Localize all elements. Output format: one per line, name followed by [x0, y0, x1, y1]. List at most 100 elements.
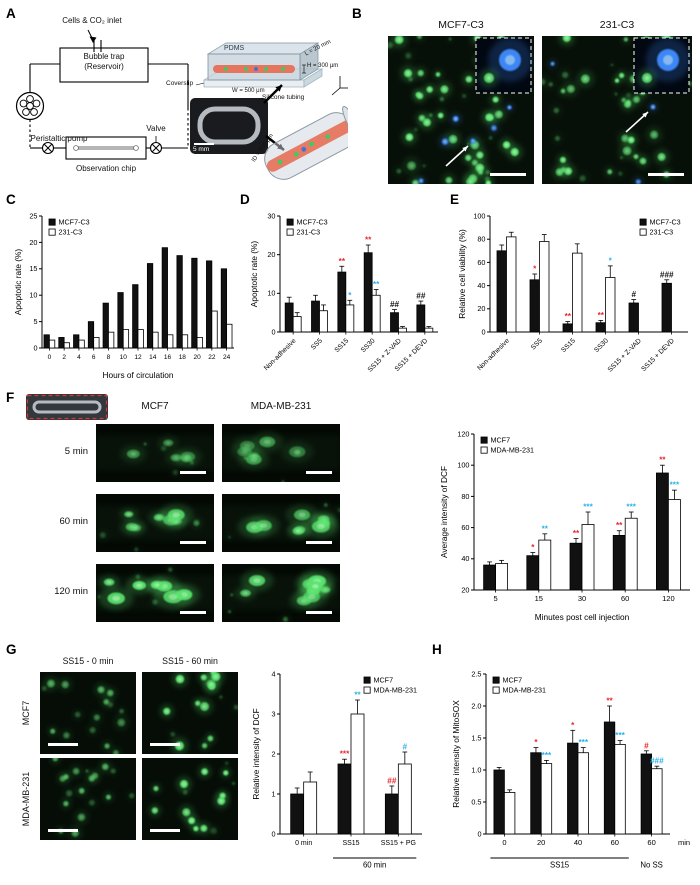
svg-text:SS30: SS30 — [360, 337, 377, 354]
svg-text:14: 14 — [149, 354, 157, 361]
panel-e-label: E — [450, 192, 460, 207]
svg-text:60: 60 — [611, 838, 619, 847]
svg-text:0 min: 0 min — [295, 840, 312, 847]
svg-text:**: ** — [339, 257, 346, 266]
row-label-5min: 5 min — [64, 446, 88, 457]
svg-text:231-C3: 231-C3 — [650, 228, 674, 237]
svg-text:60: 60 — [461, 523, 469, 532]
svg-text:**: ** — [373, 280, 380, 289]
column-title-mda-mb-231: MDA-MB-231 — [250, 401, 312, 412]
micrograph-231-c3 — [542, 36, 692, 184]
svg-text:0: 0 — [481, 327, 485, 336]
svg-text:2: 2 — [62, 354, 66, 361]
imgG21-svg — [40, 758, 136, 840]
svg-text:10: 10 — [120, 354, 128, 361]
panel-h-label: H — [432, 642, 442, 657]
svg-text:10: 10 — [267, 289, 275, 298]
svg-text:**: ** — [598, 311, 605, 320]
row-label-120min: 120 min — [54, 586, 88, 597]
chart-mitosox-intensity: 0 0.5 1.0 1.5 2.0 2.5 Relative intensity of Mi… — [450, 658, 696, 880]
svg-text:Non-adhesive: Non-adhesive — [263, 337, 298, 372]
svg-text:SS15 + PG: SS15 + PG — [381, 840, 416, 847]
svg-text:231-C3: 231-C3 — [59, 228, 83, 237]
label-valve: Valve — [146, 124, 166, 133]
svg-text:15: 15 — [535, 594, 543, 603]
svg-text:SS5: SS5 — [310, 337, 324, 351]
svg-text:0.5: 0.5 — [471, 797, 481, 806]
svg-text:MDA-MB-231: MDA-MB-231 — [491, 446, 535, 455]
panel-a-schematic: Cells & CO₂ inlet Bubble trap (Reservoir… — [8, 8, 348, 192]
svg-text:*: * — [533, 265, 537, 274]
svg-text:4: 4 — [77, 354, 81, 361]
svg-text:20: 20 — [537, 838, 545, 847]
micrograph-mcf7-5min — [96, 424, 214, 482]
svg-text:**: ** — [659, 456, 666, 465]
column-title-ss15-60min: SS15 - 60 min — [162, 656, 218, 666]
svg-text:MDA-MB-231: MDA-MB-231 — [503, 686, 547, 695]
svg-text:***: *** — [626, 503, 636, 512]
panel-f-label: F — [6, 390, 15, 405]
svg-text:40: 40 — [461, 554, 469, 563]
imgF12-svg — [222, 424, 340, 482]
svg-text:0: 0 — [477, 829, 481, 838]
chip-photo-thumbnail-svg — [26, 394, 108, 420]
svg-text:0: 0 — [271, 327, 275, 336]
svg-text:*: * — [609, 256, 613, 265]
chart-G-svg: 0 1 2 3 4 Relative intensity of DCF 0 min SS15 S… — [251, 669, 422, 870]
svg-text:**: ** — [365, 236, 372, 245]
image-title-mcf7-c3: MCF7-C3 — [438, 19, 484, 31]
svg-text:MCF7: MCF7 — [491, 436, 511, 445]
svg-text:120: 120 — [662, 594, 675, 603]
label-coverslip: Coverslip — [166, 80, 194, 87]
label-cells-co2-inlet: Cells & CO₂ inlet — [62, 16, 122, 25]
row-label-mcf7: MCF7 — [21, 700, 31, 726]
svg-text:80: 80 — [477, 235, 485, 244]
micrograph-mcf7-ss15-0min — [40, 672, 136, 754]
column-title-ss15-0min: SS15 - 0 min — [62, 656, 114, 666]
imgF32-svg — [222, 564, 340, 622]
svg-text:Non-adhesive: Non-adhesive — [476, 337, 511, 372]
svg-text:60: 60 — [621, 594, 629, 603]
label-reservoir: (Reservoir) — [84, 62, 124, 71]
chart-apoptotic-rate-vs-shear-stress: 0 10 20 30 Apoptotic rate (%) Non-adhesive SS5… — [248, 204, 444, 388]
svg-text:1.0: 1.0 — [471, 765, 481, 774]
micrograph-mcf7-60min — [96, 494, 214, 552]
svg-text:***: *** — [615, 731, 625, 740]
chip-photo-thumbnail — [26, 394, 108, 420]
svg-text:MCF7: MCF7 — [374, 676, 394, 685]
imgG22-svg — [142, 758, 238, 840]
svg-text:2.5: 2.5 — [471, 669, 481, 678]
svg-text:120: 120 — [457, 429, 469, 438]
svg-text:##: ## — [387, 777, 397, 786]
imgB1-svg — [388, 36, 534, 184]
svg-text:10: 10 — [29, 291, 37, 300]
chart-D-svg: 0 10 20 30 Apoptotic rate (%) Non-adhesive SS5… — [249, 211, 438, 374]
imgF21-svg — [96, 494, 214, 552]
svg-text:SS15 + DEVD: SS15 + DEVD — [640, 337, 676, 373]
column-title-mcf7: MCF7 — [141, 401, 169, 412]
row-label-mda-mb-231: MDA-MB-231 — [21, 771, 31, 827]
svg-text:MCF7-C3: MCF7-C3 — [297, 218, 328, 227]
svg-text:12: 12 — [134, 354, 142, 361]
svg-text:SS15: SS15 — [560, 337, 577, 354]
svg-text:**: ** — [354, 691, 361, 700]
svg-text:Apoptotic rate (%): Apoptotic rate (%) — [13, 249, 23, 316]
svg-text:*: * — [571, 721, 575, 730]
svg-text:8: 8 — [107, 354, 111, 361]
label-bubble-trap: Bubble trap — [83, 52, 125, 61]
svg-text:***: *** — [583, 503, 593, 512]
svg-text:Relative cell viability (%): Relative cell viability (%) — [457, 229, 467, 319]
svg-text:Relative intensity of MitoSOX: Relative intensity of MitoSOX — [451, 700, 461, 808]
chart-H-svg: 0 0.5 1.0 1.5 2.0 2.5 Relative intensity of Mi… — [451, 669, 690, 870]
micrograph-mda-120min — [222, 564, 340, 622]
image-title-231-c3: 231-C3 — [599, 19, 635, 31]
svg-text:Minutes post cell injection: Minutes post cell injection — [535, 612, 630, 622]
label-height-dim: H = 300 μm — [307, 63, 339, 69]
svg-text:20: 20 — [29, 238, 37, 247]
svg-text:**: ** — [573, 529, 580, 538]
row-label-60min: 60 min — [59, 516, 88, 527]
svg-text:No SS: No SS — [640, 861, 663, 870]
label-photo-scale-5mm: 5 mm — [193, 146, 210, 153]
imgB2-svg — [542, 36, 692, 184]
